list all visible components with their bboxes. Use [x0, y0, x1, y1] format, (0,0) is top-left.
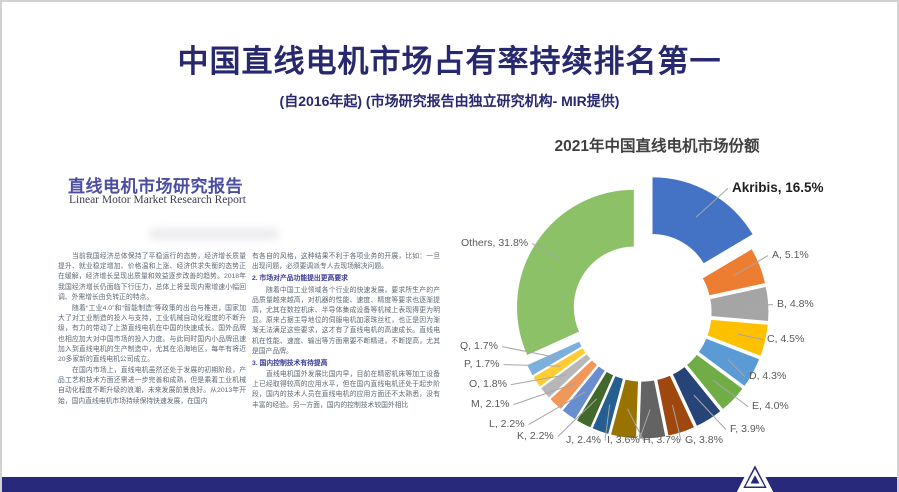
slice-label-e: E, 4.0% — [752, 400, 789, 412]
report-document: 直线电机市场研究报告 Linear Motor Market Research … — [44, 142, 444, 442]
slice-label-o: O, 1.8% — [469, 378, 507, 390]
doc-paragraph: 有各自的风格，这种结果不利于各项业务的开展，比如：一旦出现问题，必须要调派专人去… — [252, 253, 440, 271]
label-leader-line — [501, 346, 556, 358]
chart-title: 2021年中国直线电机市场份额 — [554, 138, 760, 155]
donut-slice-others — [515, 188, 636, 357]
slide-subtitle: (自2016年起) (市场研究报告由独立研究机构- MIR提供) — [279, 93, 620, 109]
doc-paragraph: 直线电机国外发展比国内早，目前在精密机床等加工设备上已经取得较高的应用水平，但在… — [252, 371, 440, 409]
label-leader-line — [712, 379, 749, 407]
label-leader-line — [513, 383, 576, 406]
slice-label-c: C, 4.5% — [767, 333, 804, 345]
label-leader-line — [737, 333, 764, 341]
label-leader-line — [693, 394, 727, 430]
label-leader-line — [503, 364, 561, 367]
slice-label-g: G, 3.8% — [685, 434, 723, 446]
donut-slice-c — [705, 318, 769, 358]
donut-slice-i — [609, 378, 640, 440]
doc-title: 直线电机市场研究报告 — [68, 177, 243, 196]
donut-slice-j — [591, 374, 625, 436]
doc-paragraph: 在国内市场上，直线电机虽然还处于发展的初期阶段，产品工艺和技术方面还需进一步完善… — [58, 367, 246, 405]
label-leader-line — [557, 398, 598, 437]
scan-smudge — [149, 228, 279, 240]
donut-slice-q — [525, 340, 584, 377]
akribis-triangle-logo-icon — [737, 458, 773, 492]
label-leader-line — [531, 243, 560, 260]
doc-col1: 当前我国经济总体保持了平稳运行的态势，经济增长质量提升、就业稳定增加、价格温和上… — [58, 252, 246, 408]
slide-title: 中国直线电机市场占有率持续排名第一 — [177, 44, 722, 79]
label-leader-line — [695, 187, 729, 218]
donut-slice-k — [575, 370, 615, 429]
slice-label-b: B, 4.8% — [777, 298, 814, 310]
slice-label-akribis: Akribis, 16.5% — [732, 180, 824, 195]
slice-label-others: Others, 31.8% — [461, 237, 528, 249]
slice-label-j: J, 2.4% — [566, 434, 601, 446]
label-leader-line — [732, 255, 769, 277]
slice-label-h: H, 3.7% — [643, 434, 680, 446]
label-leader-line — [672, 404, 682, 441]
donut-slice-o — [539, 352, 593, 400]
donut-slice-m — [548, 358, 599, 411]
doc-section-heading: 3. 国内控制技术有待提高 — [252, 359, 328, 367]
label-leader-line — [727, 358, 746, 377]
label-leader-line — [510, 374, 567, 386]
slice-label-i: I, 3.6% — [607, 434, 640, 446]
donut-slice-h — [638, 379, 667, 440]
donut-slice-a — [701, 247, 767, 297]
doc-section-heading: 2. 市场对产品功能提出更高要求 — [252, 275, 348, 283]
slice-label-a: A, 5.1% — [772, 249, 809, 261]
donut-slice-d — [697, 337, 761, 388]
slice-label-l: L, 2.2% — [489, 418, 525, 430]
donut-slice-akribis — [651, 176, 755, 265]
doc-subtitle-en: Linear Motor Market Research Report — [69, 194, 246, 206]
slice-label-k: K, 2.2% — [517, 430, 554, 442]
market-share-donut-chart: Akribis, 16.5% A, 5.1% B, 4.8% C, 4.5% D, 4.… — [460, 176, 824, 446]
slice-label-m: M, 2.1% — [471, 398, 510, 410]
slice-label-p: P, 1.7% — [464, 358, 499, 370]
doc-paragraph: 随着中国工业领域各个行业的快速发展，要求所生产的产品质量越来越高，对机器的性能、… — [252, 286, 440, 355]
label-leader-line — [528, 391, 586, 426]
donut-slice-p — [531, 346, 588, 389]
doc-paragraph: 随着“工业4.0”和“智能制造”等政策的出台与推进，国家加大了对工业制造的投入与… — [58, 304, 246, 363]
label-leader-line — [739, 304, 774, 307]
slice-label-q: Q, 1.7% — [460, 340, 498, 352]
footer-bar — [2, 477, 897, 492]
slice-label-d: D, 4.3% — [749, 370, 786, 382]
label-leader-line — [627, 408, 645, 441]
donut-slice-b — [708, 285, 770, 323]
doc-paragraph: 当前我国经济总体保持了平稳运行的态势，经济增长质量提升、就业稳定增加、价格温和上… — [58, 253, 246, 301]
doc-col2: 有各自的风格，这种结果不利于各项业务的开展，比如：一旦出现问题，必须要调派专人去… — [252, 252, 440, 412]
donut-slice-g — [655, 374, 696, 437]
label-leader-line — [604, 404, 611, 441]
slice-label-f: F, 3.9% — [730, 423, 765, 435]
